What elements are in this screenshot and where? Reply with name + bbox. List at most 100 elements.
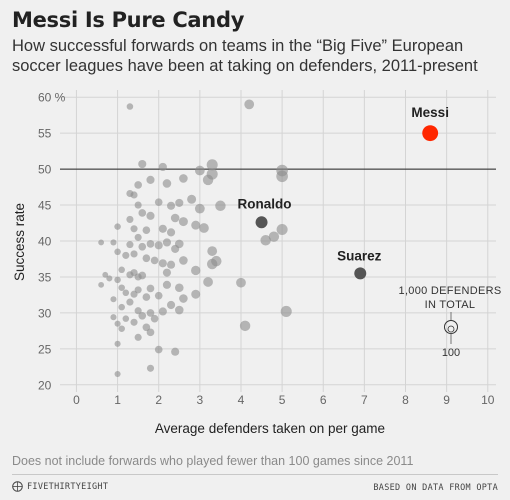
player-point	[158, 307, 167, 316]
y-tick-label: 60 %	[38, 91, 66, 105]
x-tick-label: 10	[481, 393, 495, 407]
player-point	[122, 251, 130, 259]
player-point	[138, 242, 147, 251]
y-tick-label: 55	[38, 127, 52, 141]
suarez-point	[354, 267, 367, 280]
y-tick-label: 35	[38, 270, 52, 284]
player-point	[134, 307, 142, 315]
player-point	[130, 318, 138, 326]
player-point	[134, 273, 142, 281]
player-point	[191, 289, 201, 299]
player-point	[206, 159, 218, 171]
player-point	[146, 309, 155, 317]
suarez-label: Suarez	[337, 248, 382, 263]
player-point	[206, 168, 218, 180]
player-point	[191, 265, 201, 276]
x-tick-label: 9	[443, 393, 450, 407]
player-point	[207, 246, 218, 256]
x-tick-label: 1	[114, 393, 121, 407]
player-point	[110, 296, 117, 303]
player-point	[146, 328, 155, 337]
chart-title: Messi Is Pure Candy	[12, 8, 245, 32]
player-point	[179, 294, 188, 303]
player-point	[236, 277, 246, 288]
x-tick-label: 3	[197, 393, 204, 407]
player-point	[138, 311, 147, 320]
player-point	[98, 281, 105, 288]
player-point	[162, 280, 172, 289]
player-point	[126, 103, 134, 110]
player-point	[146, 175, 155, 184]
player-point	[175, 198, 184, 207]
player-point	[154, 198, 163, 207]
player-point	[146, 211, 155, 220]
player-point	[194, 165, 205, 176]
size-legend-label-line1: 1,000 DEFENDERS	[399, 285, 502, 297]
player-point	[276, 223, 288, 236]
messi-point	[422, 125, 439, 142]
chart-subtitle: How successful forwards on teams in the …	[12, 37, 478, 75]
y-tick-label: 50	[38, 163, 52, 177]
player-point	[191, 220, 201, 230]
player-point	[239, 320, 251, 332]
player-point	[138, 209, 147, 217]
player-point	[130, 225, 138, 233]
player-point	[158, 162, 167, 172]
player-point	[118, 266, 125, 274]
player-point	[154, 241, 163, 250]
y-tick-label: 40	[38, 235, 52, 249]
y-tick-label: 30	[38, 306, 52, 320]
player-point	[126, 298, 134, 306]
player-point	[118, 325, 125, 332]
size-legend-small-circle	[447, 325, 455, 333]
player-points	[98, 99, 292, 378]
footnote: Does not include forwards who played few…	[12, 454, 414, 468]
highlighted-players: Messi Ronaldo Suarez	[238, 105, 449, 280]
player-point	[142, 226, 151, 235]
y-tick-label: 45	[38, 199, 52, 213]
player-point	[162, 179, 172, 188]
player-point	[118, 303, 125, 311]
footer-divider	[12, 474, 498, 475]
player-point	[194, 203, 205, 214]
player-point	[162, 268, 172, 277]
player-point	[150, 256, 159, 265]
player-point	[171, 244, 180, 253]
brand-name: FIVETHIRTYEIGHT	[27, 481, 109, 492]
y-axis-tick-labels: 20 25 30 35 40 45 50 55 60 %	[38, 91, 66, 393]
player-point	[114, 320, 121, 327]
player-point	[171, 347, 180, 356]
player-point	[134, 333, 142, 341]
player-point	[114, 223, 121, 230]
player-point	[154, 345, 163, 354]
x-tick-label: 8	[402, 393, 409, 407]
player-point	[154, 291, 163, 300]
messi-label: Messi	[411, 105, 449, 120]
x-tick-label: 6	[320, 393, 327, 407]
player-point	[122, 315, 130, 322]
player-point	[138, 159, 147, 169]
size-legend: 1,000 DEFENDERS IN TOTAL 100	[399, 285, 502, 359]
player-point	[215, 200, 226, 211]
player-point	[110, 314, 117, 321]
size-legend-label-line2: IN TOTAL	[425, 299, 476, 311]
player-point	[102, 271, 109, 278]
size-legend-small-label: 100	[442, 347, 460, 359]
player-point	[187, 194, 197, 204]
ronaldo-label: Ronaldo	[238, 196, 292, 211]
player-point	[130, 290, 138, 298]
player-point	[203, 277, 213, 287]
x-axis-tick-labels: 0 1 2 3 4 5 6 7 8 9 10	[73, 393, 495, 407]
data-source: BASED ON DATA FROM OPTA	[373, 483, 498, 493]
player-point	[162, 238, 172, 247]
player-point	[170, 213, 180, 223]
player-point	[146, 364, 155, 372]
player-point	[134, 201, 142, 209]
player-point	[114, 276, 121, 284]
player-point	[166, 300, 176, 310]
player-point	[118, 284, 125, 291]
player-point	[126, 215, 134, 223]
player-point	[126, 241, 134, 249]
player-point	[166, 228, 176, 237]
player-point	[134, 233, 142, 241]
